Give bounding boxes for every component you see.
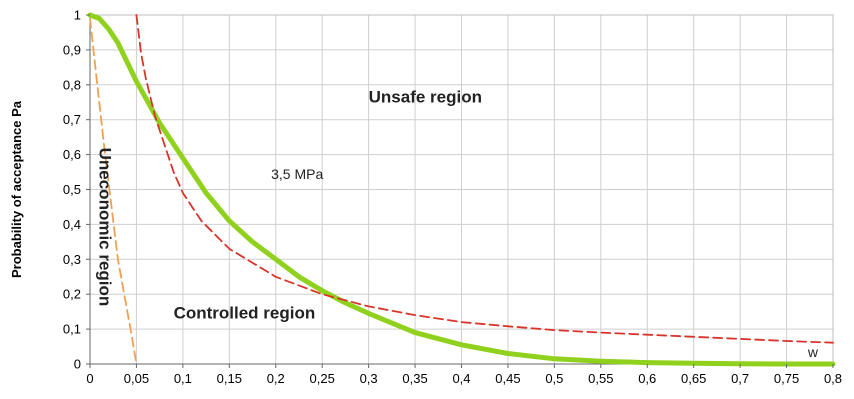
x-tick-label: 0,4 (452, 371, 470, 386)
annotation-2: 3,5 MPa (271, 166, 323, 182)
series-line-1 (87, 12, 836, 367)
x-tick-label: 0,05 (124, 371, 149, 386)
y-tick-label: 0,8 (63, 77, 81, 92)
x-tick-label: 0,35 (402, 371, 427, 386)
y-axis-title: Probability of acceptance Pa (9, 100, 24, 278)
series-layer (87, 12, 836, 367)
x-tick-label: 0,8 (824, 371, 842, 386)
x-tick-label: 0,3 (360, 371, 378, 386)
x-tick-label: 0,55 (588, 371, 613, 386)
x-axis-ticks: 0 0,05 0,1 0,15 0,2 0,25 0,3 0,35 0,4 0,45 0,5 0,55… (86, 364, 842, 386)
y-tick-label: 0,1 (63, 322, 81, 337)
y-tick-label: 0,2 (63, 287, 81, 302)
series-line-3 (89, 17, 138, 365)
x-tick-label: 0,15 (217, 371, 242, 386)
y-tick-label: 0 (74, 357, 81, 372)
y-tick-label: 0,7 (63, 112, 81, 127)
y-tick-label: 0,5 (63, 182, 81, 197)
x-tick-label: 0,2 (267, 371, 285, 386)
x-tick-label: 0,5 (545, 371, 563, 386)
x-tick-label: 0 (86, 371, 93, 386)
y-tick-label: 0,3 (63, 252, 81, 267)
x-tick-label: 0,6 (638, 371, 656, 386)
x-tick-label: 0,65 (681, 371, 706, 386)
annotations: Unsafe region 3,5 MPa Controlled region Une… (95, 87, 819, 360)
y-tick-label: 0,6 (63, 147, 81, 162)
y-tick-label: 0,4 (63, 217, 81, 232)
x-tick-label: 0,25 (310, 371, 335, 386)
y-tick-label: 1 (74, 8, 81, 23)
annotation-5: w (807, 344, 819, 360)
annotation-4: Uneconomic region (95, 148, 114, 307)
annotation-3: Controlled region (174, 304, 316, 323)
x-tick-label: 0,1 (174, 371, 192, 386)
y-axis-ticks: 0 0,1 0,2 0,3 0,4 0,5 0,6 0,7 0,8 0,9 1 (63, 8, 90, 372)
y-tick-label: 0,9 (63, 42, 81, 57)
x-tick-label: 0,45 (495, 371, 520, 386)
annotation-1: Unsafe region (369, 87, 482, 106)
series-line-2 (135, 14, 834, 344)
x-tick-label: 0,75 (774, 371, 799, 386)
x-tick-label: 0,7 (731, 371, 749, 386)
